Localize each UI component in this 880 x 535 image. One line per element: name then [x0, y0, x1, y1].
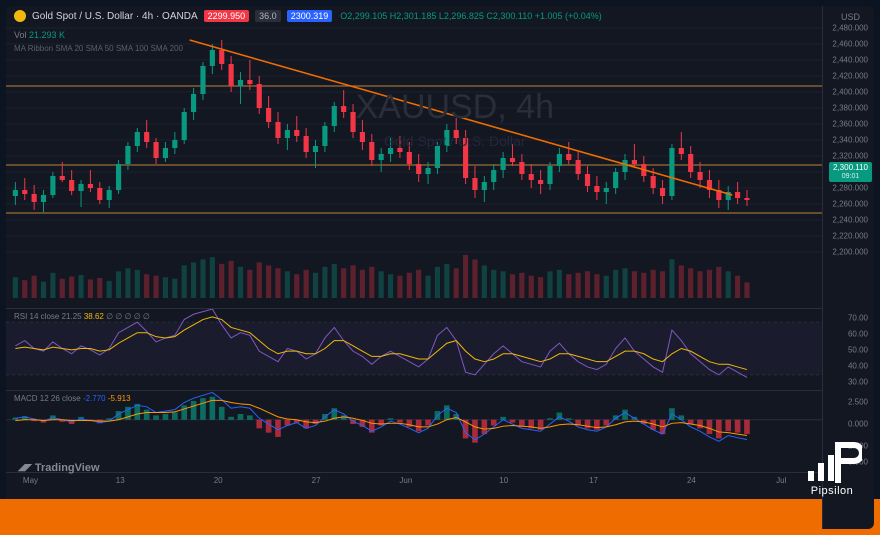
y-tick: 2,380.000 [832, 104, 868, 113]
y-tick: 2,220.000 [832, 232, 868, 241]
footer-band [0, 499, 880, 535]
currency-label: USD [841, 12, 860, 22]
x-tick: Jul [776, 476, 786, 485]
volume-label: Vol 21.293 K [14, 30, 65, 40]
x-axis[interactable]: May132027Jun101724Jul8 [6, 472, 822, 492]
svg-text:XAUUSD, 4h: XAUUSD, 4h [356, 88, 554, 126]
svg-text:Gold Spot / U.S. Dollar: Gold Spot / U.S. Dollar [384, 133, 526, 149]
y-tick: 2,200.000 [832, 248, 868, 257]
ask-pill: 2300.319 [287, 10, 333, 22]
ohlc-readout: O2,299.105 H2,301.185 L2,296.825 C2,300.… [338, 11, 604, 21]
x-tick: 20 [214, 476, 223, 485]
y-tick: 40.00 [848, 362, 868, 371]
last-price-tag: 2,300.110 09:01 [829, 162, 872, 182]
x-tick: 27 [312, 476, 321, 485]
y-tick: 2.500 [848, 398, 868, 407]
y-tick: 2,340.000 [832, 136, 868, 145]
y-tick: 2,460.000 [832, 40, 868, 49]
y-tick: 60.00 [848, 330, 868, 339]
pipsilon-logo: Pipsilon [802, 441, 862, 497]
y-tick: 2,320.000 [832, 152, 868, 161]
y-tick: 2,240.000 [832, 216, 868, 225]
y-tick: 70.00 [848, 314, 868, 323]
y-tick: 2,260.000 [832, 200, 868, 209]
bid-pill: 2299.950 [204, 10, 250, 22]
rsi-label: RSI 14 close 21.25 38.62 ∅ ∅ ∅ ∅ ∅ [14, 312, 150, 321]
gold-icon [14, 10, 26, 22]
macd-panel[interactable]: MACD 12 26 close -2.770 -5.913 [6, 390, 822, 470]
x-tick: 13 [116, 476, 125, 485]
y-tick: 50.00 [848, 346, 868, 355]
x-tick: Jun [399, 476, 412, 485]
y-tick: 2,420.000 [832, 72, 868, 81]
chart-container: Gold Spot / U.S. Dollar · 4h · OANDA 229… [6, 6, 874, 529]
tradingview-logo[interactable]: ◢◤ TradingView [18, 462, 100, 474]
y-tick: 0.000 [848, 420, 868, 429]
rsi-panel[interactable]: RSI 14 close 21.25 38.62 ∅ ∅ ∅ ∅ ∅ [6, 308, 822, 388]
spread-pill: 36.0 [255, 10, 281, 22]
y-tick: 2,480.000 [832, 24, 868, 33]
symbol-header: Gold Spot / U.S. Dollar · 4h · OANDA 229… [14, 10, 814, 22]
x-tick: May [23, 476, 38, 485]
y-tick: 2,280.000 [832, 184, 868, 193]
x-tick: 17 [589, 476, 598, 485]
macd-label: MACD 12 26 close -2.770 -5.913 [14, 394, 131, 403]
y-tick: 2,440.000 [832, 56, 868, 65]
y-tick: 2,360.000 [832, 120, 868, 129]
x-tick: 24 [687, 476, 696, 485]
x-tick: 10 [499, 476, 508, 485]
ma-ribbon-label[interactable]: MA Ribbon SMA 20 SMA 50 SMA 100 SMA 200 [14, 44, 183, 53]
price-panel[interactable]: XAUUSD, 4h Gold Spot / U.S. Dollar [6, 20, 822, 300]
y-tick: 2,400.000 [832, 88, 868, 97]
symbol-title[interactable]: Gold Spot / U.S. Dollar · 4h · OANDA [32, 11, 198, 22]
y-tick: 30.00 [848, 378, 868, 387]
